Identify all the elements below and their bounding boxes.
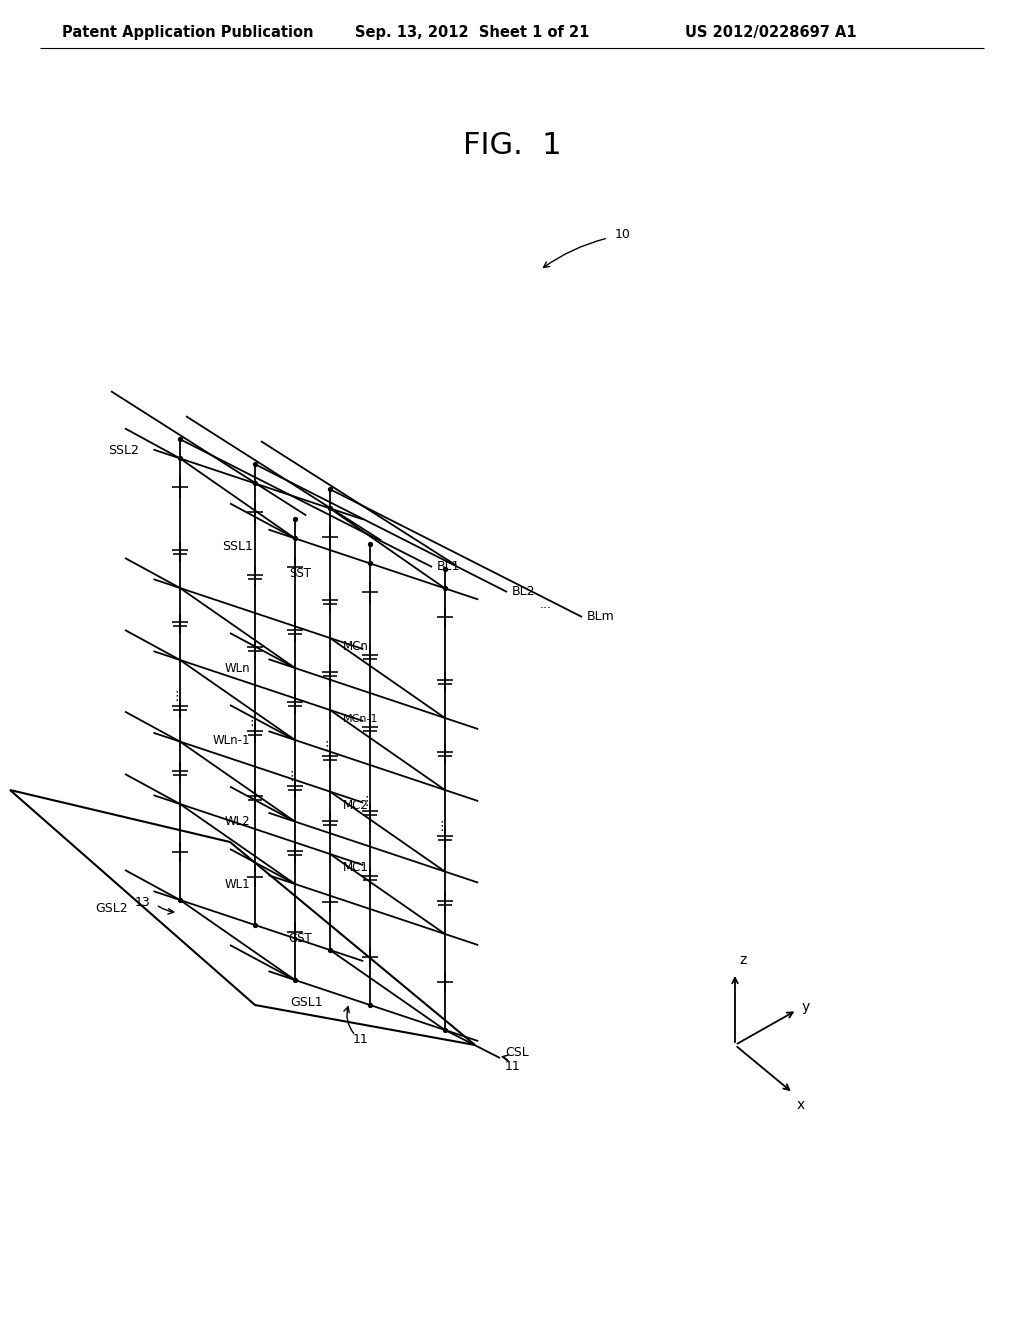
Text: Sep. 13, 2012  Sheet 1 of 21: Sep. 13, 2012 Sheet 1 of 21 xyxy=(355,25,590,41)
Text: WLn: WLn xyxy=(224,661,250,675)
Text: GSL2: GSL2 xyxy=(95,902,128,915)
Text: GST: GST xyxy=(288,932,311,945)
Text: Patent Application Publication: Patent Application Publication xyxy=(62,25,313,41)
Text: MCn-1: MCn-1 xyxy=(343,714,379,723)
Text: ...: ... xyxy=(540,598,552,611)
Text: y: y xyxy=(802,1001,810,1014)
Text: ⋮: ⋮ xyxy=(321,741,333,754)
Text: 10: 10 xyxy=(615,228,631,242)
Text: ⋮: ⋮ xyxy=(286,771,298,783)
Text: GSL1: GSL1 xyxy=(290,995,323,1008)
Text: BLm: BLm xyxy=(587,610,614,623)
Text: 11: 11 xyxy=(505,1060,521,1072)
Text: SSL2: SSL2 xyxy=(108,444,139,457)
Text: US 2012/0228697 A1: US 2012/0228697 A1 xyxy=(685,25,857,41)
Text: ⋮: ⋮ xyxy=(171,690,183,704)
Text: 13: 13 xyxy=(134,896,150,909)
Text: BL1: BL1 xyxy=(437,561,461,573)
Text: ⋮: ⋮ xyxy=(436,820,449,833)
Text: BL2: BL2 xyxy=(512,586,536,598)
Text: WLn-1: WLn-1 xyxy=(213,734,250,747)
Text: ⋮: ⋮ xyxy=(360,795,374,808)
Text: z: z xyxy=(739,953,746,968)
Text: MCn: MCn xyxy=(343,640,369,653)
Text: WL1: WL1 xyxy=(224,878,250,891)
Text: FIG.  1: FIG. 1 xyxy=(463,131,561,160)
Text: MC2: MC2 xyxy=(343,799,369,812)
Text: 11: 11 xyxy=(352,1034,369,1045)
Text: ⋮: ⋮ xyxy=(246,715,258,729)
Text: SSL1: SSL1 xyxy=(222,540,253,553)
Text: WL2: WL2 xyxy=(224,814,250,828)
Text: CSL: CSL xyxy=(505,1047,528,1060)
Text: MC1: MC1 xyxy=(343,861,369,874)
Text: SST: SST xyxy=(290,568,311,579)
Text: x: x xyxy=(797,1098,805,1111)
